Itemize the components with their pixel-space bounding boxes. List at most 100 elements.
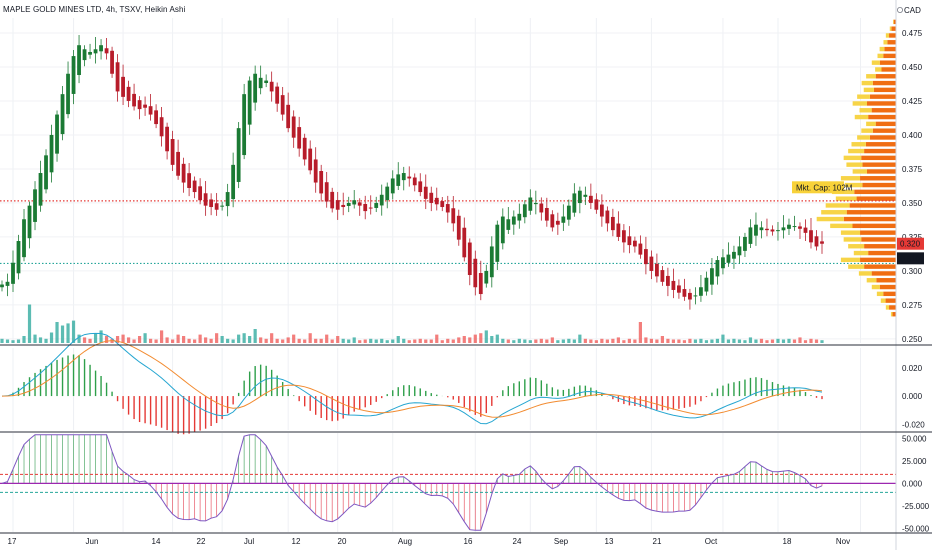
volume-bar [259, 337, 263, 343]
time-tick-label: 12 [292, 537, 301, 546]
last-price-badge [897, 237, 924, 250]
volume-bar [754, 339, 758, 343]
candle-body [22, 219, 26, 258]
candle-body [539, 203, 544, 213]
profile-bar-up [848, 264, 865, 269]
candle-body [522, 204, 527, 218]
candle-body [748, 227, 753, 244]
volume-bar [60, 325, 65, 343]
profile-bar-up [861, 128, 873, 133]
volume-bar [479, 333, 483, 343]
time-tick-label: Jul [244, 537, 254, 546]
volume-bar [126, 337, 131, 343]
profile-bar-up [854, 114, 869, 120]
volume-bar [418, 338, 422, 343]
volume-bar [27, 304, 32, 343]
volume-bar [413, 339, 417, 343]
candle-body [192, 180, 197, 193]
candle-body [809, 230, 813, 243]
candle-body [732, 251, 736, 259]
candle-body [319, 170, 324, 194]
volume-bar [237, 334, 241, 343]
profile-bar-up [843, 237, 862, 242]
market-cap-label: Mkt. Cap: 102M [796, 183, 853, 192]
volume-bars [0, 304, 824, 343]
candle-body [451, 208, 456, 224]
candle-body [407, 176, 412, 179]
currency-icon [897, 7, 904, 13]
candle-body [357, 202, 362, 206]
profile-bar-down [872, 80, 896, 86]
grid [0, 18, 896, 532]
volume-bar [66, 323, 70, 343]
candle-body [814, 236, 819, 247]
candle-body [500, 216, 505, 244]
candle-body [275, 86, 280, 104]
volume-bar [539, 338, 543, 343]
profile-bar-up [866, 121, 876, 127]
volume-bar [143, 333, 147, 343]
volume-bar [325, 334, 329, 343]
profile-bar-down [883, 53, 896, 59]
candle-body [440, 201, 445, 208]
profile-bar-up [816, 216, 844, 222]
volume-bar [627, 338, 631, 343]
volume-bar [226, 338, 230, 343]
profile-bar-up [825, 203, 850, 208]
candle-body [203, 193, 208, 206]
candle-body [770, 229, 775, 232]
candle-body [165, 126, 170, 152]
candle-body [209, 199, 214, 208]
volume-bar [44, 338, 48, 343]
volume-bar [220, 336, 224, 343]
profile-bar-down [860, 176, 896, 181]
profile-bar-down [892, 312, 896, 317]
volume-bar [528, 340, 532, 343]
volume-bar [11, 340, 15, 343]
candle-body [743, 236, 747, 251]
candle-body [588, 195, 593, 203]
candle-body [621, 230, 626, 243]
volume-bar [369, 338, 373, 343]
candle-body [396, 174, 401, 186]
profile-bar-up [846, 162, 863, 167]
profile-bar-down [867, 101, 896, 106]
candle-body [517, 213, 522, 221]
candle-body [231, 164, 236, 200]
volume-bar [341, 338, 345, 343]
profile-bar-up [859, 108, 872, 113]
profile-bar-down [881, 67, 896, 72]
volume-bar [473, 334, 477, 343]
candle-body [759, 227, 764, 231]
volume-bar [281, 339, 285, 343]
price-tick-label: 0.325 [902, 233, 923, 242]
candle-body [820, 241, 824, 244]
profile-bar-down [846, 210, 896, 215]
volume-bar [176, 334, 180, 343]
time-tick-label: 13 [605, 537, 614, 546]
profile-bar-down [872, 128, 896, 133]
candle-body [495, 224, 500, 262]
volume-bar [682, 340, 687, 343]
volume-bar [561, 339, 565, 343]
volume-bar [402, 338, 406, 343]
time-tick-label: Sep [554, 537, 569, 546]
candle-body [225, 192, 230, 207]
candle-body [198, 186, 203, 201]
profile-bar-down [884, 46, 896, 52]
volume-bar [550, 337, 554, 343]
price-tick-label: 0.250 [902, 335, 923, 344]
candle-body [0, 284, 4, 288]
last-price-label: 0.320 [900, 240, 921, 249]
volume-bar [71, 320, 76, 343]
candle-body [605, 210, 610, 224]
candle-body [368, 207, 373, 209]
profile-bar-down [869, 94, 896, 99]
profile-bar-down [885, 298, 896, 303]
volume-bar [121, 334, 125, 343]
volume-bar [556, 340, 560, 343]
volume-bar [297, 338, 301, 343]
volume-bar [726, 339, 731, 343]
